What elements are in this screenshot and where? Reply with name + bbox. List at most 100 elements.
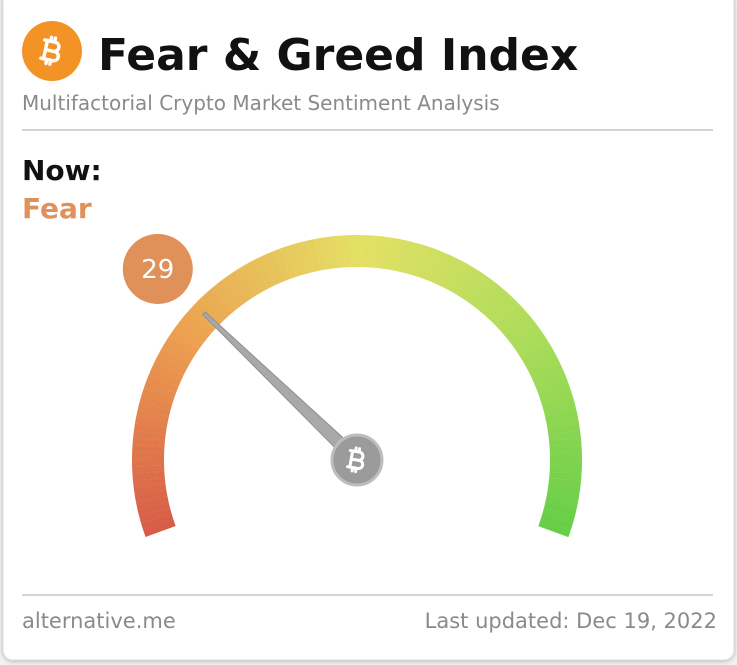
gauge-band [132, 465, 165, 474]
value-label: 29 [141, 255, 174, 285]
gauge-band [133, 423, 167, 435]
gauge-band [168, 330, 199, 355]
gauge-band [440, 257, 462, 289]
gauge-band [499, 308, 529, 335]
gauge-band [211, 283, 237, 313]
gauge-band [137, 402, 171, 417]
gauge-band [543, 402, 577, 417]
gauge-band [423, 248, 442, 282]
gauge-band [200, 293, 228, 322]
gauge-band [141, 388, 175, 405]
gauge-band [137, 502, 171, 517]
gauge-band [148, 368, 181, 388]
gauge-band [546, 490, 580, 503]
gauge-band [481, 288, 509, 318]
gauge-band [157, 349, 190, 371]
gauge-band [222, 275, 247, 306]
gauge-band [549, 444, 582, 454]
gauge-band [543, 502, 577, 517]
gauge-band [530, 361, 563, 382]
gauge-band [405, 242, 422, 275]
gauge-band [456, 267, 480, 299]
gauge-band [154, 355, 187, 376]
gauge-band [548, 477, 582, 489]
gauge-band [259, 254, 280, 287]
gauge-band [527, 355, 560, 377]
gauge-band [139, 395, 173, 411]
gauge-band [146, 374, 179, 393]
gauge-band [139, 508, 172, 524]
gauge-band [542, 508, 575, 524]
gauge-band [477, 283, 503, 313]
gauge-band [545, 409, 578, 423]
gauge-band [246, 260, 268, 292]
gauge-band [535, 375, 569, 394]
gauge-band [133, 430, 166, 441]
gauge-band [411, 244, 428, 277]
gauge-band [176, 319, 207, 345]
gauge-band [429, 251, 449, 284]
gauge-band [451, 263, 474, 295]
gauge-band [132, 437, 165, 448]
gauge-band [547, 423, 581, 435]
gauge-band [446, 260, 468, 292]
gauge-band [538, 520, 571, 538]
gauge-band [549, 465, 582, 474]
gauge-band [515, 330, 546, 355]
gauge-band [434, 254, 455, 287]
gauge-band [541, 395, 575, 411]
title: Fear & Greed Index [98, 30, 578, 81]
gauge-band [545, 496, 578, 510]
gauge-band [521, 342, 553, 366]
gauge-band [293, 242, 309, 275]
gauge-band [143, 520, 176, 537]
gauge-band [472, 279, 498, 310]
gauge-band [381, 236, 393, 270]
gauge-band [491, 298, 519, 326]
gauge-band [486, 293, 514, 322]
gauge-band [132, 471, 165, 481]
gauge-band [195, 298, 224, 326]
gauge-band [314, 237, 327, 271]
gauge-band [467, 275, 492, 306]
value-bubble [122, 233, 193, 304]
gauge-band [253, 257, 274, 289]
gauge-band [216, 279, 242, 309]
gauge-band [266, 251, 285, 284]
gauge-band [540, 514, 573, 531]
gauge-band [143, 381, 177, 399]
gauge-band [132, 444, 165, 454]
gauge-band [549, 459, 582, 467]
gauge-band [131, 459, 165, 467]
gauge-band [547, 484, 581, 496]
gauge-band [462, 271, 486, 302]
gauge-band [533, 368, 566, 388]
gauge-band [134, 416, 168, 429]
gauge-band [495, 303, 524, 331]
gauge-band [540, 388, 573, 405]
source: alternative.me [22, 609, 176, 633]
now-label: Now: [22, 154, 102, 187]
gauge-band [141, 514, 174, 531]
gauge-band [133, 483, 167, 496]
gauge-band [342, 235, 351, 268]
gauge-band [134, 490, 168, 503]
gauge-band [181, 313, 211, 340]
gauge-band [511, 325, 542, 350]
gauge-band [286, 244, 303, 277]
gauge-band [307, 239, 321, 272]
gauge-band [375, 236, 386, 269]
classification: Fear [22, 192, 92, 225]
gauge-band [524, 349, 557, 371]
gauge-band [272, 248, 291, 282]
gauge-band [335, 235, 345, 268]
gauge-band [132, 452, 165, 460]
gauge-band [518, 336, 550, 360]
gauge-band [417, 246, 435, 279]
gauge-band [387, 237, 401, 271]
gauge-band [279, 246, 297, 279]
gauge-band [172, 324, 203, 350]
gauge-band [357, 235, 365, 268]
gauge-band [228, 271, 252, 302]
